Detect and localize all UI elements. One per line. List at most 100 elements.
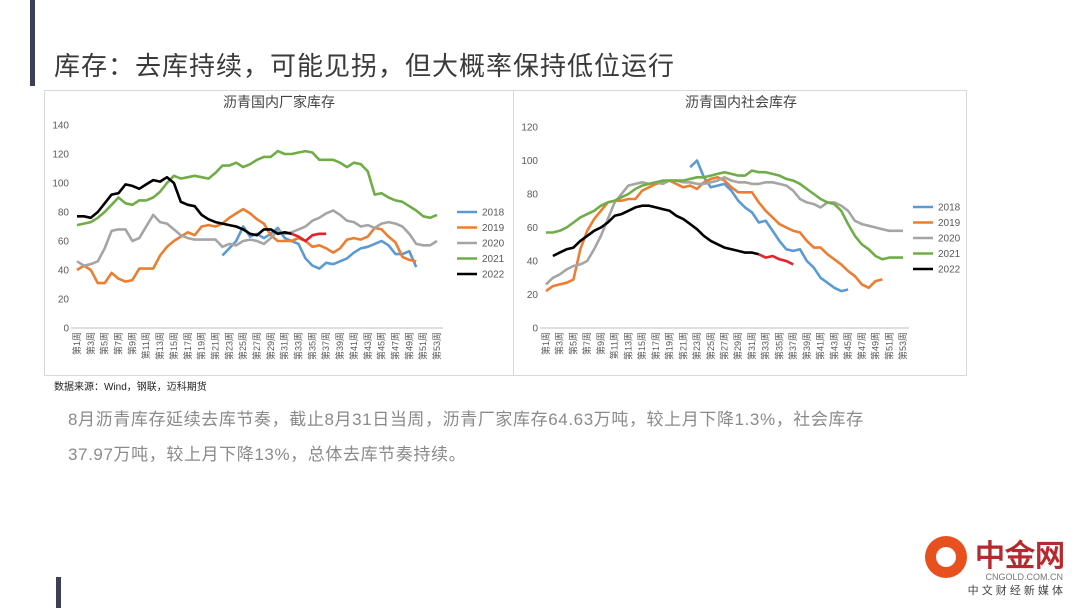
x-tick-label: 第27周 <box>719 332 730 360</box>
logo <box>936 547 956 567</box>
watermark-slogan: 中 文 财 经 新 媒 体 <box>968 583 1063 597</box>
x-tick-label: 第31周 <box>279 332 290 360</box>
y-tick-label: 0 <box>63 324 69 335</box>
y-tick-label: 120 <box>521 123 538 134</box>
slide-title: 库存：去库持续，可能见拐，但大概率保持低位运行 <box>54 51 676 81</box>
watermark-url: CNGOLD.COM.CN <box>985 572 1063 582</box>
legend-label: 2018 <box>482 208 505 219</box>
x-tick-label: 第43周 <box>828 332 839 360</box>
chart-title: 沥青国内社会库存 <box>685 94 797 110</box>
series-line <box>76 207 417 285</box>
x-tick-label: 第17周 <box>182 332 193 360</box>
x-tick-label: 第15周 <box>636 332 647 360</box>
x-tick-label: 第51周 <box>883 332 894 360</box>
legend-label: 2021 <box>938 249 961 260</box>
x-tick-label: 第31周 <box>746 332 757 360</box>
x-tick-label: 第5周 <box>567 332 578 355</box>
y-tick-label: 20 <box>58 295 70 306</box>
x-tick-label: 第23周 <box>691 332 702 360</box>
x-tick-label: 第13周 <box>622 332 633 360</box>
legend-label: 2022 <box>482 270 505 281</box>
x-tick-label: 第29周 <box>265 332 276 360</box>
x-tick-label: 第39周 <box>801 332 812 360</box>
x-tick-label: 第27周 <box>251 332 262 360</box>
x-tick-label: 第37周 <box>320 332 331 360</box>
y-tick-label: 100 <box>52 179 69 190</box>
x-tick-label: 第11周 <box>140 332 151 359</box>
x-tick-label: 第11周 <box>609 332 620 359</box>
y-tick-label: 20 <box>527 290 539 301</box>
series-line <box>77 175 292 237</box>
series-line <box>552 204 760 258</box>
x-tick-label: 第1周 <box>71 332 82 355</box>
y-tick-label: 140 <box>52 121 69 132</box>
y-tick-label: 40 <box>58 266 70 277</box>
x-tick-label: 第9周 <box>595 332 606 355</box>
accent-bar <box>56 577 61 608</box>
y-tick-label: 100 <box>521 156 538 167</box>
x-tick-label: 第19周 <box>664 332 675 360</box>
x-tick-label: 第23周 <box>223 332 234 360</box>
x-tick-label: 第3周 <box>85 332 96 355</box>
series-line <box>545 176 883 293</box>
x-tick-label: 第21周 <box>677 332 688 360</box>
x-tick-label: 第5周 <box>99 332 110 355</box>
chart-title: 沥青国内厂家库存 <box>223 94 335 110</box>
x-tick-label: 第29周 <box>732 332 743 360</box>
data-source: 数据来源：Wind，钢联，迈科期货 <box>54 382 207 393</box>
x-tick-label: 第9周 <box>126 332 137 355</box>
x-tick-label: 第35周 <box>773 332 784 360</box>
series-line <box>546 169 903 261</box>
series-line <box>291 232 327 243</box>
legend-label: 2021 <box>482 254 505 265</box>
y-tick-label: 120 <box>52 150 69 161</box>
series-line <box>758 253 794 266</box>
legend-label: 2019 <box>938 218 961 229</box>
accent-bar <box>30 0 35 86</box>
x-tick-label: 第47周 <box>389 332 400 360</box>
x-tick-label: 第53周 <box>431 332 442 360</box>
y-tick-label: 80 <box>58 208 70 219</box>
x-tick-label: 第37周 <box>787 332 798 360</box>
watermark-brand: 中金网 <box>975 539 1065 573</box>
x-tick-label: 第7周 <box>581 332 592 355</box>
x-tick-label: 第3周 <box>554 332 565 355</box>
y-tick-label: 40 <box>527 257 539 268</box>
x-tick-label: 第49周 <box>870 332 881 360</box>
legend-label: 2020 <box>938 234 961 245</box>
series-line <box>76 209 438 267</box>
x-tick-label: 第45周 <box>376 332 387 360</box>
x-tick-label: 第49周 <box>403 332 414 360</box>
commentary: 8月沥青库存延续去库节奏，截止8月31日当周，沥青厂家库存64.63万吨，较上月… <box>68 410 864 464</box>
x-tick-label: 第41周 <box>348 332 359 360</box>
x-tick-label: 第1周 <box>540 332 551 355</box>
x-tick-label: 第39周 <box>334 332 345 360</box>
y-tick-label: 60 <box>58 237 70 248</box>
x-tick-label: 第17周 <box>650 332 661 360</box>
x-tick-label: 第43周 <box>362 332 373 360</box>
series-line <box>76 149 438 227</box>
x-tick-label: 第35周 <box>306 332 317 360</box>
x-tick-label: 第41周 <box>815 332 826 360</box>
legend-label: 2018 <box>938 203 961 214</box>
x-tick-label: 第33周 <box>293 332 304 360</box>
x-tick-label: 第25周 <box>705 332 716 360</box>
x-tick-label: 第13周 <box>154 332 165 360</box>
x-tick-label: 第15周 <box>168 332 179 360</box>
legend-label: 2019 <box>482 223 505 234</box>
x-tick-label: 第7周 <box>113 332 124 355</box>
x-tick-label: 第21周 <box>209 332 220 360</box>
series-line <box>689 159 849 293</box>
x-tick-label: 第47周 <box>856 332 867 360</box>
x-tick-label: 第33周 <box>760 332 771 360</box>
x-tick-label: 第25周 <box>237 332 248 360</box>
legend-label: 2020 <box>482 239 505 250</box>
y-tick-label: 60 <box>527 223 539 234</box>
y-tick-label: 80 <box>527 190 539 201</box>
series-line <box>545 176 903 286</box>
y-tick-label: 0 <box>532 324 538 335</box>
x-tick-label: 第53周 <box>897 332 908 360</box>
chart-frame <box>513 90 967 376</box>
